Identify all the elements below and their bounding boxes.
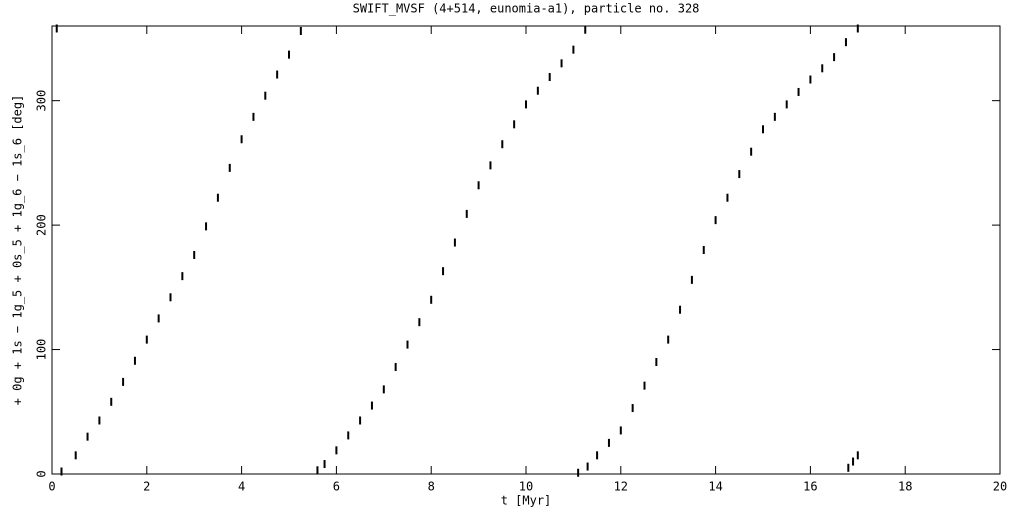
data-point: [316, 466, 319, 475]
data-point: [430, 295, 433, 304]
data-point: [667, 335, 670, 344]
data-point: [856, 24, 859, 33]
data-point: [382, 385, 385, 394]
data-point: [847, 463, 850, 472]
data-point: [619, 426, 622, 435]
data-point: [122, 377, 125, 386]
data-point: [762, 125, 764, 134]
data-point: [299, 26, 302, 35]
data-point: [110, 397, 113, 406]
data-point: [359, 416, 362, 425]
data-point: [714, 216, 717, 225]
data-point: [643, 381, 646, 390]
data-point: [607, 438, 610, 447]
data-point: [288, 50, 290, 59]
x-tick-label: 6: [333, 480, 340, 494]
x-tick-label: 8: [428, 480, 435, 494]
data-point: [726, 193, 729, 202]
data-point: [785, 100, 788, 109]
data-point: [323, 460, 326, 469]
data-point: [406, 340, 409, 349]
data-point: [548, 73, 551, 82]
data-point: [856, 451, 859, 460]
data-point: [477, 181, 480, 190]
x-axis-label: t [Myr]: [501, 494, 552, 508]
data-point: [465, 209, 468, 218]
data-point: [86, 432, 89, 441]
data-point: [181, 272, 184, 281]
y-tick-label: 0: [35, 470, 49, 477]
data-point: [418, 318, 421, 327]
data-point: [157, 314, 160, 323]
data-point: [264, 91, 267, 100]
data-point: [750, 147, 753, 156]
data-point: [536, 86, 539, 95]
x-tick-label: 14: [708, 480, 722, 494]
data-point: [738, 170, 741, 179]
data-point: [631, 404, 634, 413]
data-point: [276, 70, 279, 79]
data-point: [489, 161, 492, 170]
data-point: [370, 401, 373, 410]
data-point: [347, 431, 350, 440]
data-point: [773, 112, 776, 121]
data-point: [205, 222, 208, 231]
x-tick-label: 2: [143, 480, 150, 494]
data-point: [586, 462, 589, 471]
data-point: [145, 335, 148, 344]
data-point: [133, 356, 136, 365]
data-point: [394, 362, 397, 371]
y-tick-label: 100: [35, 339, 49, 361]
data-point: [252, 112, 255, 121]
data-point: [525, 100, 527, 109]
data-point: [335, 446, 338, 455]
chart-title: SWIFT_MVSF (4+514, eunomia-a1), particle…: [353, 2, 700, 16]
data-point: [501, 140, 504, 149]
data-point: [577, 468, 580, 477]
y-tick-label: 300: [35, 90, 49, 112]
x-tick-label: 12: [614, 480, 628, 494]
x-tick-label: 0: [48, 480, 55, 494]
x-tick-label: 20: [993, 480, 1007, 494]
y-tick-label: 200: [35, 214, 49, 236]
x-tick-label: 10: [519, 480, 533, 494]
data-point: [513, 120, 516, 129]
data-point: [833, 53, 836, 62]
data-point: [702, 246, 705, 254]
data-point: [98, 416, 101, 425]
data-point: [74, 451, 77, 460]
data-point: [809, 75, 812, 84]
y-axis-label: + 0g + 1s − 1g_5 + 0s_5 + 1g_6 − 1s_6 [d…: [11, 95, 25, 406]
data-point: [216, 193, 219, 202]
data-point: [240, 135, 243, 144]
data-point: [169, 293, 172, 302]
data-point: [844, 38, 847, 47]
data-point: [560, 59, 563, 68]
data-point: [852, 457, 855, 466]
data-point: [596, 451, 599, 460]
data-point: [572, 45, 575, 54]
data-point: [228, 163, 231, 172]
x-tick-label: 4: [238, 480, 245, 494]
data-point: [655, 358, 658, 366]
data-point: [690, 275, 693, 284]
data-point: [821, 64, 824, 73]
x-tick-label: 16: [803, 480, 817, 494]
data-point: [442, 267, 445, 276]
x-tick-label: 18: [898, 480, 912, 494]
data-point: [453, 238, 456, 247]
data-point: [797, 87, 800, 96]
data-point: [193, 250, 196, 259]
data-point: [55, 24, 58, 33]
data-point: [679, 305, 682, 314]
data-point: [584, 25, 587, 34]
data-point: [60, 467, 63, 476]
plot-frame: [51, 25, 1001, 475]
